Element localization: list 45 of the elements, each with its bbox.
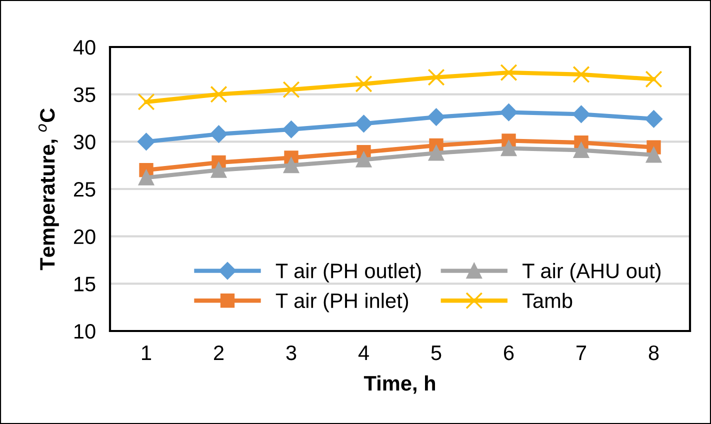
y-tick-label: 30 xyxy=(74,134,96,150)
point xyxy=(210,125,228,143)
x-tick-label: 1 xyxy=(142,346,152,360)
point xyxy=(500,104,518,122)
point xyxy=(428,145,444,161)
point xyxy=(645,70,662,88)
legend-label: T air (PH outlet) xyxy=(276,262,421,282)
x-tick-label: 3 xyxy=(286,345,296,360)
x-tick-label: 2 xyxy=(214,345,224,360)
legend-label: T air (PH inlet) xyxy=(276,292,408,312)
x-tick-label: 4 xyxy=(358,346,369,360)
point xyxy=(355,75,372,92)
x-axis-title: Time, h xyxy=(364,375,435,394)
y-axis-title: Temperature, $^{o}$C xyxy=(38,108,59,270)
point xyxy=(138,132,155,150)
point xyxy=(428,68,445,86)
point xyxy=(500,64,518,82)
point xyxy=(210,162,227,178)
x-tick-label: 7 xyxy=(576,346,586,360)
point xyxy=(282,120,300,138)
point xyxy=(356,152,372,168)
x-tick-label: 6 xyxy=(504,345,514,360)
x-tick-label: 8 xyxy=(648,345,659,360)
y-tick-label: 15 xyxy=(74,276,96,292)
x-tick-label: 5 xyxy=(431,346,442,360)
point xyxy=(355,114,372,132)
legend-label: T air (AHU out) xyxy=(522,262,660,282)
point xyxy=(572,66,590,83)
point xyxy=(210,86,228,103)
legend-label: Tamb xyxy=(522,292,572,308)
point xyxy=(138,170,154,186)
point xyxy=(572,106,590,123)
y-tick-label: 40 xyxy=(73,40,96,55)
point xyxy=(645,110,662,128)
y-tick-label: 10 xyxy=(74,324,96,339)
point xyxy=(500,140,517,156)
y-tick-label: 25 xyxy=(74,182,96,197)
point xyxy=(282,81,300,98)
point xyxy=(646,147,662,163)
y-tick-label: 35 xyxy=(74,87,96,102)
point xyxy=(138,93,155,110)
point xyxy=(283,158,300,174)
point xyxy=(428,108,445,126)
point xyxy=(573,142,590,158)
y-tick-label: 20 xyxy=(74,229,96,244)
